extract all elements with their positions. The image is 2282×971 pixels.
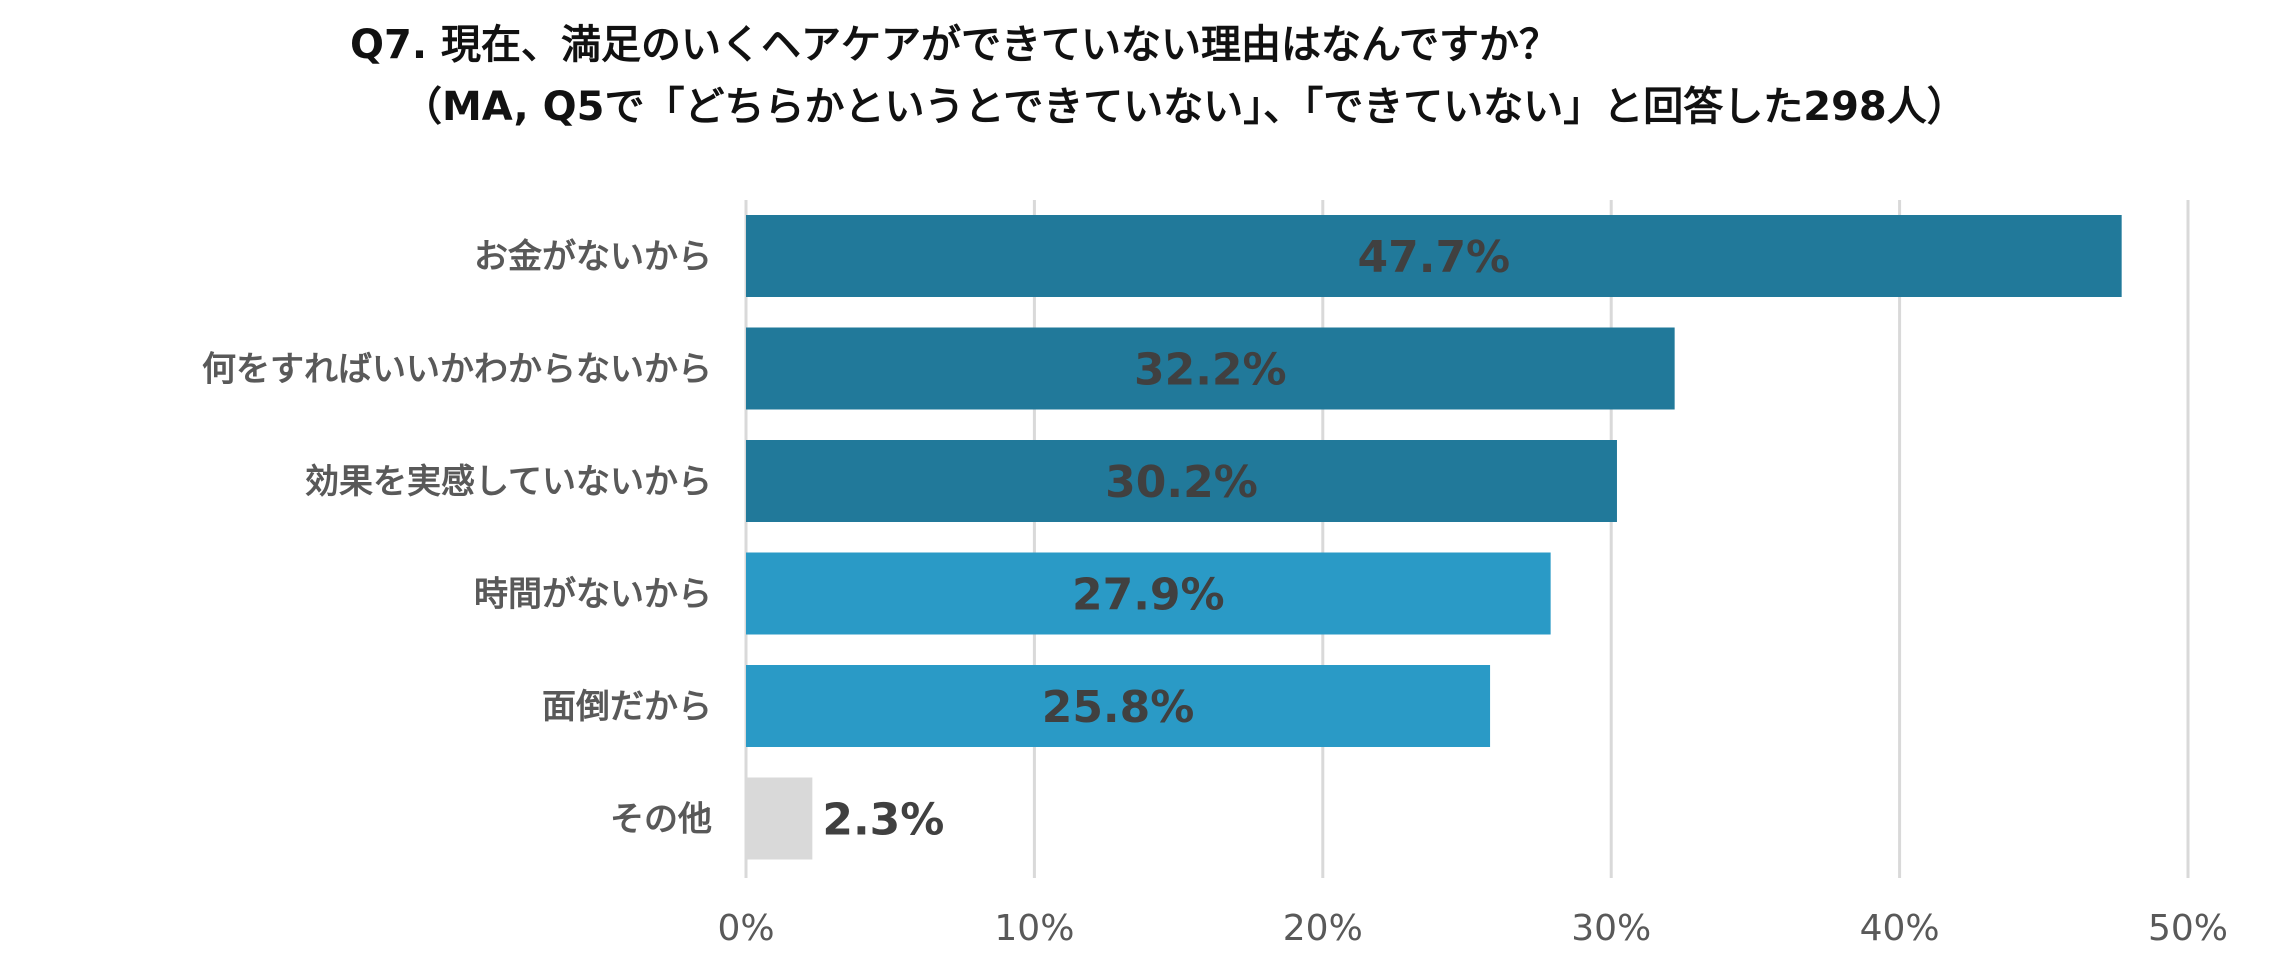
category-label: 面倒だから bbox=[542, 687, 712, 727]
category-labels: お金がないから何をすればいいかわからないから効果を実感していないから時間がないか… bbox=[202, 237, 712, 840]
data-label: 25.8% bbox=[1042, 682, 1195, 733]
category-label: 効果を実感していないから bbox=[305, 462, 712, 502]
data-label: 47.7% bbox=[1358, 232, 1511, 283]
category-label: 何をすればいいかわからないから bbox=[202, 350, 712, 390]
title-line-2: （MA, Q5で「どちらかというとできていない」、「できていない」と回答した29… bbox=[402, 84, 1967, 130]
bar bbox=[746, 777, 813, 860]
data-label: 2.3% bbox=[822, 795, 944, 846]
data-label: 32.2% bbox=[1134, 345, 1287, 396]
x-tick-label: 50% bbox=[2148, 908, 2228, 949]
category-label: 時間がないから bbox=[474, 575, 712, 615]
bar bbox=[746, 440, 1617, 522]
bar bbox=[746, 215, 2122, 297]
value-labels: 47.7% 32.2% 30.2% 27.9% 25.8% 2.3% bbox=[822, 232, 1510, 846]
x-tick-label: 40% bbox=[1860, 908, 1940, 949]
x-tick-label: 0% bbox=[717, 908, 774, 949]
x-tick-labels: 0% 10% 20% 30% 40% 50% bbox=[717, 908, 2228, 949]
category-label: その他 bbox=[610, 800, 712, 840]
data-label: 30.2% bbox=[1105, 457, 1258, 508]
bar bbox=[746, 552, 1551, 635]
data-label: 27.9% bbox=[1072, 570, 1225, 621]
x-tick-label: 10% bbox=[994, 908, 1074, 949]
bar bbox=[746, 327, 1675, 410]
bar bbox=[746, 665, 1491, 747]
category-label: お金がないから bbox=[474, 237, 712, 277]
grid-lines bbox=[744, 200, 2190, 878]
bars bbox=[746, 215, 2122, 860]
chart-title: Q7. 現在、満足のいくヘアケアができていない理由はなんですか？ （MA, Q5… bbox=[350, 14, 1967, 138]
title-line-1: Q7. 現在、満足のいくヘアケアができていない理由はなんですか？ bbox=[350, 22, 1559, 68]
x-tick-label: 20% bbox=[1283, 908, 1363, 949]
x-tick-label: 30% bbox=[1571, 908, 1651, 949]
